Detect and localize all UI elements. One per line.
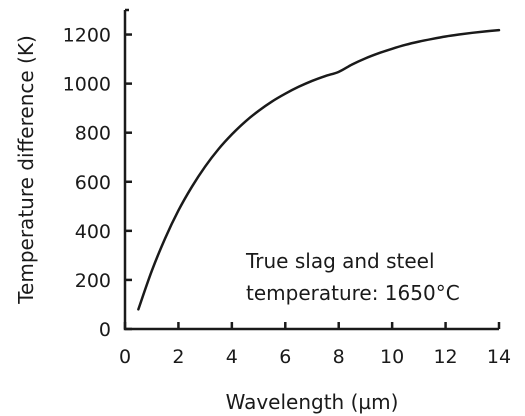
x-axis-label: Wavelength (µm) bbox=[226, 390, 399, 414]
y-axis-ticks: 0 200 400 600 800 1000 1200 bbox=[63, 25, 132, 341]
x-tick-label: 0 bbox=[119, 346, 131, 368]
y-tick-label: 0 bbox=[99, 319, 111, 341]
y-tick-label: 400 bbox=[75, 221, 111, 243]
y-tick-label: 800 bbox=[75, 123, 111, 145]
y-axis-label: Temperature difference (K) bbox=[14, 35, 38, 305]
y-tick-label: 1000 bbox=[63, 74, 111, 96]
x-tick-label: 10 bbox=[380, 346, 404, 368]
annotation-line-2: temperature: 1650°C bbox=[246, 281, 460, 305]
y-tick-label: 600 bbox=[75, 172, 111, 194]
series-line bbox=[137, 28, 501, 311]
x-tick-label: 14 bbox=[487, 346, 511, 368]
annotation-line-1: True slag and steel bbox=[245, 249, 435, 273]
x-tick-label: 12 bbox=[433, 346, 457, 368]
x-tick-label: 2 bbox=[172, 346, 184, 368]
x-tick-label: 6 bbox=[279, 346, 291, 368]
plot-frame-axes bbox=[123, 8, 499, 331]
x-tick-label: 4 bbox=[226, 346, 238, 368]
y-tick-label: 1200 bbox=[63, 25, 111, 47]
y-tick-label: 200 bbox=[75, 270, 111, 292]
x-axis-ticks: 0 2 4 6 8 10 12 14 bbox=[119, 322, 511, 368]
x-tick-label: 8 bbox=[333, 346, 345, 368]
